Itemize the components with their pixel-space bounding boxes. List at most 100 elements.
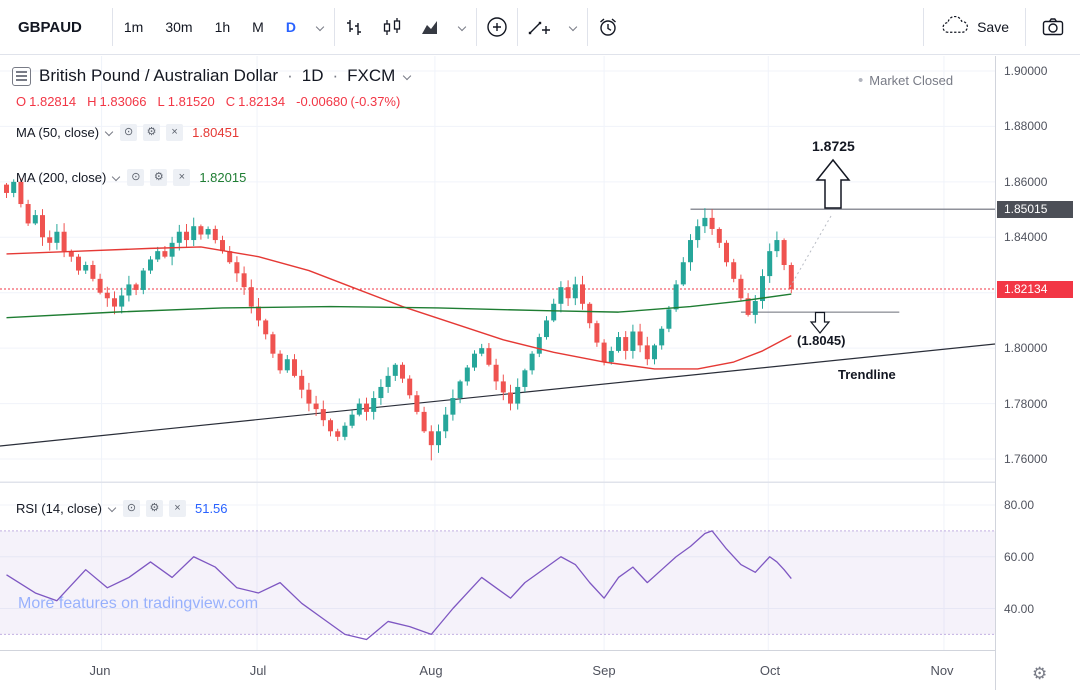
eye-icon[interactable]: ⊙ <box>120 124 138 141</box>
low-label: L <box>157 94 165 109</box>
chart-menu-icon[interactable] <box>12 66 31 86</box>
toolbar-separator <box>586 8 588 46</box>
annotation-trendline-label[interactable]: Trendline <box>838 367 896 382</box>
close-icon[interactable]: × <box>173 169 191 186</box>
candles-layer <box>4 178 794 461</box>
alert-clock-icon[interactable] <box>588 8 628 46</box>
annotation-downside-target[interactable]: (1.8045) <box>797 333 846 348</box>
toolbar-separator <box>333 8 335 46</box>
close-label: C <box>225 94 236 109</box>
line-tools-icon[interactable] <box>518 8 560 46</box>
toolbar-separator <box>516 8 518 46</box>
title-dot: · <box>332 66 339 85</box>
time-axis-label: Jul <box>249 663 267 678</box>
price-axis-label: 1.84000 <box>1004 230 1048 245</box>
rsi-band <box>0 530 995 635</box>
price-axis-label: 1.86000 <box>1004 174 1048 189</box>
compare-icon[interactable] <box>477 8 517 46</box>
rsi-axis-label: 40.00 <box>1004 601 1035 616</box>
save-button[interactable]: Save <box>924 8 1025 46</box>
open-label: O <box>16 94 27 109</box>
close-icon[interactable]: × <box>168 500 186 517</box>
open-value: 1.82814 <box>29 94 77 109</box>
settings-icon[interactable]: ⚙ <box>150 169 168 186</box>
chevron-down-icon[interactable] <box>112 173 121 182</box>
timezone-settings-gear-icon[interactable]: ⚙ <box>1032 664 1048 683</box>
chevron-down-icon[interactable] <box>403 72 412 81</box>
close-value: 1.82134 <box>238 94 286 109</box>
settings-icon[interactable]: ⚙ <box>145 500 163 517</box>
interval-button-D[interactable]: D <box>285 19 296 35</box>
cloud-icon <box>942 16 969 33</box>
interval-button-1m[interactable]: 1m <box>123 19 144 35</box>
ma50-value: 1.80451 <box>192 125 240 140</box>
eye-icon[interactable]: ⊙ <box>127 169 145 186</box>
price-axis-label: 1.90000 <box>1004 64 1048 78</box>
watermark-link[interactable]: More features on tradingview.com <box>18 595 259 612</box>
rsi-line <box>6 530 792 641</box>
trendline <box>0 343 995 447</box>
moving-averages-layer <box>6 246 792 370</box>
ma50-line <box>6 246 792 370</box>
time-axis-label: Aug <box>419 663 443 678</box>
symbol-title[interactable]: British Pound / Australian Dollar <box>39 66 279 85</box>
high-label: H <box>87 94 97 109</box>
symbol-button[interactable]: GBPAUD <box>18 18 82 36</box>
interval-button-M[interactable]: M <box>252 19 264 35</box>
resistance-price-badge: 1.85015 <box>997 200 1073 218</box>
up-arrow[interactable] <box>815 158 851 209</box>
bar-style-icon[interactable] <box>335 8 373 46</box>
rsi-value: 51.56 <box>194 501 228 516</box>
ohlc-row: O 1.82814 H 1.83066 L 1.81520 C 1.82134 … <box>16 94 400 109</box>
time-axis-label: Jun <box>89 663 111 678</box>
price-axis[interactable]: 1.85015 1.82134 ⚙ 1.90000 1.88000 1.86000 1… <box>995 56 1080 690</box>
high-value: 1.83066 <box>99 94 147 109</box>
price-axis-label: 1.76000 <box>1004 452 1048 466</box>
ma200-label[interactable]: MA (200, close) <box>16 170 107 185</box>
market-status-text: Market Closed <box>869 73 954 88</box>
interval-menu-chevron-icon[interactable] <box>307 8 334 46</box>
trendline-layer[interactable] <box>0 343 995 447</box>
time-axis[interactable]: Jun Jul Aug Sep Oct Nov <box>0 650 995 690</box>
rsi-label[interactable]: RSI (14, close) <box>16 501 102 516</box>
time-axis-label: Oct <box>759 663 781 678</box>
legend-ma200: MA (200, close) ⊙ ⚙ × 1.82015 <box>16 169 246 186</box>
toolbar-separator <box>475 8 477 46</box>
down-arrow[interactable] <box>809 311 831 334</box>
title-exchange[interactable]: FXCM <box>347 66 396 85</box>
save-label: Save <box>977 19 1009 35</box>
legend-ma50: MA (50, close) ⊙ ⚙ × 1.80451 <box>16 124 239 141</box>
change-percent: (-0.37%) <box>350 94 401 109</box>
symbol-title-row: British Pound / Australian Dollar · 1D ·… <box>12 66 412 86</box>
chevron-down-icon[interactable] <box>105 128 114 137</box>
drawing-annotations-layer[interactable] <box>789 158 851 334</box>
ma200-value: 1.82015 <box>199 170 247 185</box>
snapshot-camera-icon[interactable] <box>1026 8 1080 46</box>
close-icon[interactable]: × <box>166 124 184 141</box>
status-dot-icon: • <box>858 72 864 89</box>
toolbar-separator <box>1025 8 1026 46</box>
rsi-line-layer <box>6 530 792 641</box>
chart-canvas[interactable] <box>0 56 995 650</box>
legend-rsi: RSI (14, close) ⊙ ⚙ × 51.56 <box>16 500 228 517</box>
ma50-label[interactable]: MA (50, close) <box>16 125 100 140</box>
time-axis-label: Nov <box>930 663 954 678</box>
toolbar-separator <box>111 8 113 46</box>
style-menu-chevron-icon[interactable] <box>449 8 476 46</box>
interval-button-1h[interactable]: 1h <box>214 19 231 35</box>
settings-icon[interactable]: ⚙ <box>143 124 161 141</box>
time-axis-label: Sep <box>592 663 616 678</box>
chevron-down-icon[interactable] <box>108 504 117 513</box>
pane-divider[interactable] <box>0 482 1080 483</box>
last-price-badge: 1.82134 <box>997 280 1073 298</box>
candle-style-icon[interactable] <box>373 8 411 46</box>
rsi-axis-label: 60.00 <box>1004 549 1035 564</box>
area-style-icon[interactable] <box>411 8 449 46</box>
interval-button-30m[interactable]: 30m <box>165 19 193 35</box>
title-interval[interactable]: 1D <box>301 66 324 85</box>
eye-icon[interactable]: ⊙ <box>122 500 140 517</box>
ma200-line <box>6 293 792 319</box>
annotation-upside-target[interactable]: 1.8725 <box>812 138 855 154</box>
line-tools-chevron-icon[interactable] <box>560 8 587 46</box>
